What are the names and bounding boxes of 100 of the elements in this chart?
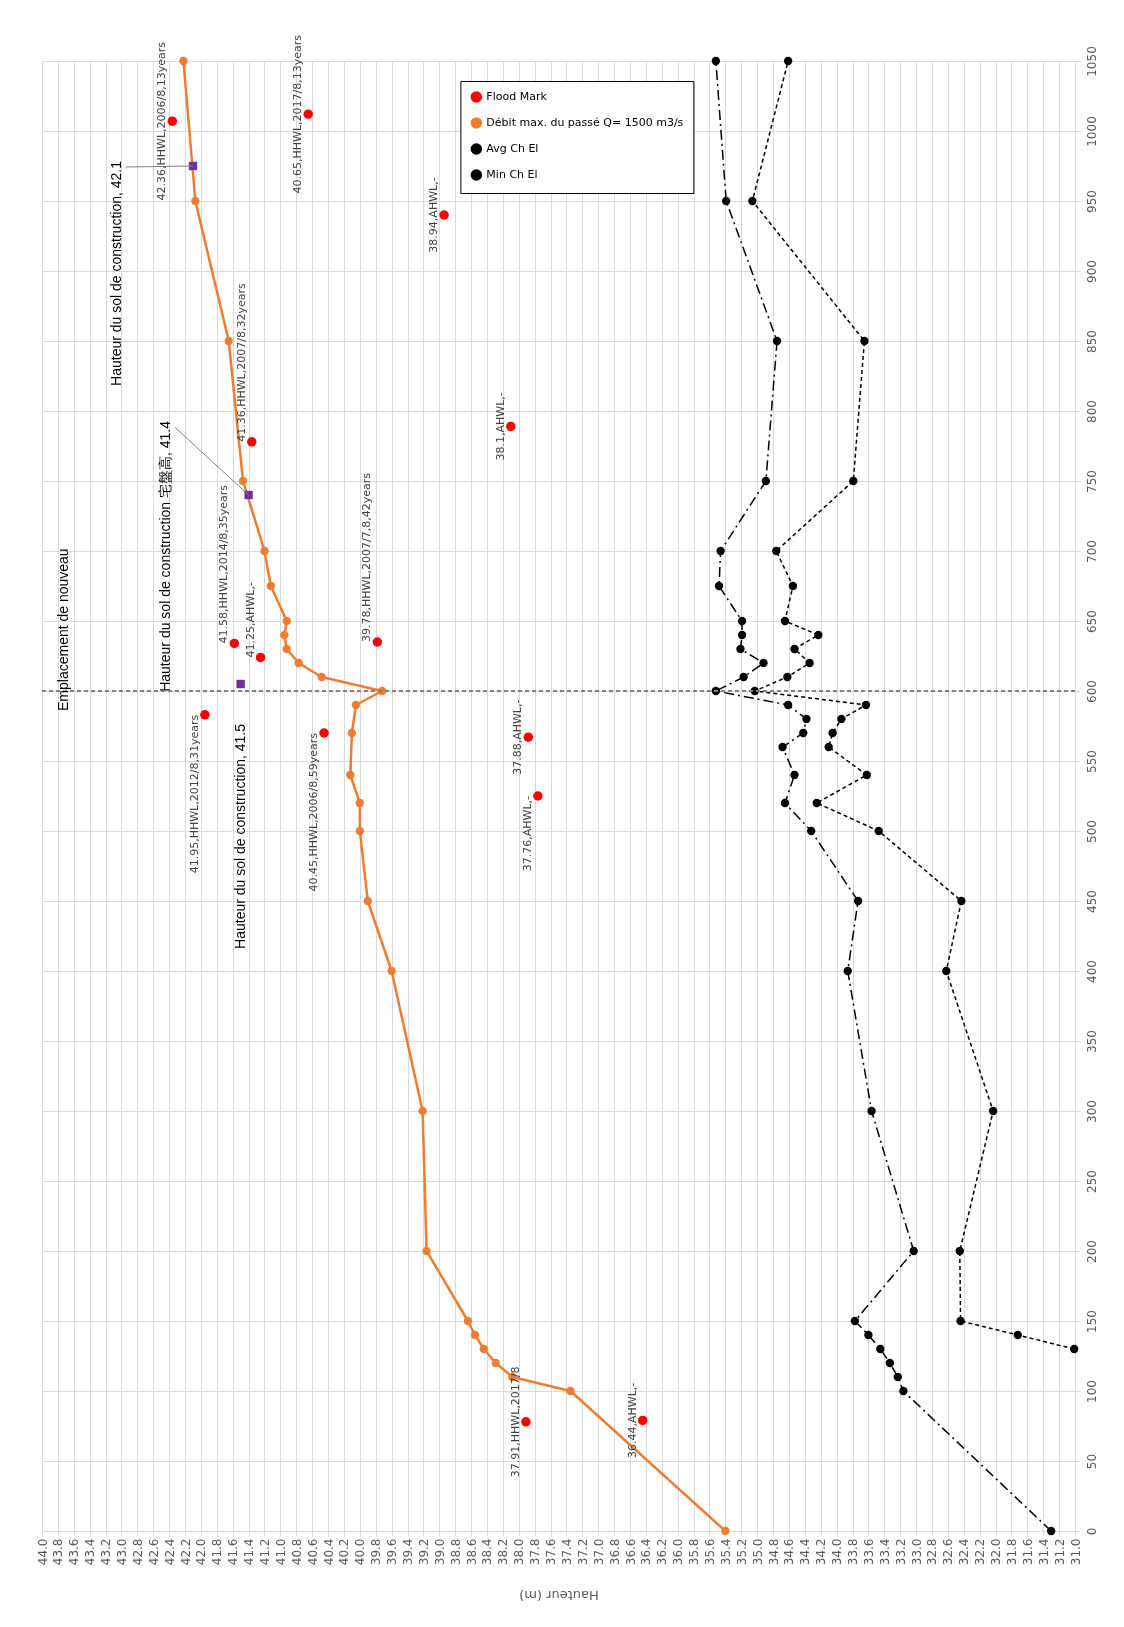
point xyxy=(860,336,869,346)
point xyxy=(893,1372,902,1382)
point xyxy=(737,616,747,626)
point xyxy=(864,1330,873,1340)
x-tick-label: 42.2 xyxy=(178,1538,193,1566)
x-tick-label: 39.4 xyxy=(401,1538,416,1566)
x-tick-label: 43.8 xyxy=(51,1538,66,1566)
point xyxy=(266,581,276,591)
point xyxy=(347,728,357,738)
legend-label: Min Ch El xyxy=(486,168,538,181)
point xyxy=(737,630,747,640)
y-tick-label: 200 xyxy=(1084,1240,1099,1263)
x-tick-label: 36.2 xyxy=(655,1538,670,1566)
y-tick-label: 450 xyxy=(1084,890,1099,913)
point xyxy=(812,798,821,808)
y-tick-label: 250 xyxy=(1084,1170,1099,1193)
annotation: Hauteur du sol de construction, 42.1 xyxy=(107,160,124,386)
y-tick-label: 400 xyxy=(1084,960,1099,983)
point xyxy=(479,1344,488,1354)
x-tick-label: 34.8 xyxy=(766,1538,781,1566)
point xyxy=(387,966,396,976)
annotation: 37.88,AHWL,- xyxy=(511,699,525,775)
point xyxy=(790,770,799,780)
point xyxy=(1070,1344,1079,1354)
annotation: 41.58,HHWL,2014/8,35years xyxy=(217,484,231,644)
point xyxy=(807,826,816,836)
x-tick-label: 35.2 xyxy=(734,1538,749,1566)
x-tick-label: 34.4 xyxy=(798,1538,813,1566)
annotation: 42.36,HHWL,2006/8,13years xyxy=(155,41,169,201)
point xyxy=(828,728,837,738)
point xyxy=(780,798,790,808)
x-tick-label: 36.0 xyxy=(671,1538,686,1566)
point xyxy=(1013,1330,1022,1340)
point xyxy=(282,644,291,654)
x-tick-label: 38.0 xyxy=(512,1538,527,1566)
point xyxy=(799,728,808,738)
y-tick-label: 350 xyxy=(1084,1030,1099,1053)
x-tick-label: 34.0 xyxy=(830,1538,845,1566)
annotation: 37.76,AHWL,- xyxy=(520,795,534,872)
point xyxy=(355,826,365,836)
point xyxy=(778,742,787,752)
point xyxy=(956,1316,965,1326)
point xyxy=(721,196,731,206)
point xyxy=(885,1358,895,1368)
point xyxy=(909,1246,918,1256)
x-tick-label: 38.2 xyxy=(496,1538,511,1566)
x-tick-label: 35.4 xyxy=(718,1538,733,1566)
point xyxy=(850,1316,860,1326)
point xyxy=(167,116,178,126)
x-tick-label: 39.2 xyxy=(416,1538,431,1566)
y-tick-label: 1050 xyxy=(1084,46,1099,77)
x-tick-label: 40.6 xyxy=(305,1538,320,1566)
x-tick-label: 33.4 xyxy=(877,1538,892,1566)
point xyxy=(491,1358,500,1368)
annotation: 38.1,AHWL,- xyxy=(493,392,507,461)
point xyxy=(899,1386,908,1396)
x-tick-label: 34.6 xyxy=(782,1538,797,1566)
annotation: 38.94,AHWL,- xyxy=(427,177,441,253)
point xyxy=(372,637,383,647)
point xyxy=(837,714,846,724)
x-tick-label: 32.8 xyxy=(925,1538,940,1566)
annotation: 41.95,HHWL,2012/8,31years xyxy=(187,714,201,874)
x-tick-label: 42.8 xyxy=(130,1538,145,1566)
y-tick-label: 900 xyxy=(1084,260,1099,283)
point xyxy=(805,658,814,668)
annotation: Hauteur du sol de construction, 41.5 xyxy=(231,723,248,949)
annotation: 37.91,HHWL,2017/8 xyxy=(508,1366,522,1478)
x-tick-label: 41.0 xyxy=(273,1538,288,1566)
x-tick-label: 31.2 xyxy=(1052,1538,1067,1566)
point xyxy=(861,700,871,710)
annotation: 41.25,AHWL,- xyxy=(243,582,257,658)
x-tick-label: 32.6 xyxy=(941,1538,956,1566)
point xyxy=(637,1415,648,1426)
annotation: Hauteur du sol de construction 宅盤高, 41.4 xyxy=(156,420,173,692)
legend-label: Flood Mark xyxy=(486,90,548,103)
point xyxy=(783,700,793,710)
x-tick-label: 42.4 xyxy=(162,1538,177,1566)
x-tick-label: 36.8 xyxy=(607,1538,622,1566)
point xyxy=(294,658,303,668)
point xyxy=(988,1106,998,1116)
y-tick-label: 1000 xyxy=(1084,116,1099,147)
x-tick-label: 37.8 xyxy=(528,1538,543,1566)
x-tick-label: 31.6 xyxy=(1020,1538,1035,1566)
point xyxy=(247,437,257,447)
point xyxy=(802,714,811,724)
point xyxy=(346,770,355,780)
point xyxy=(748,196,757,206)
point xyxy=(780,616,790,626)
y-tick-label: 650 xyxy=(1084,610,1099,633)
x-tick-label: 41.6 xyxy=(226,1538,241,1566)
annotation: 36.44,AHWL,- xyxy=(625,1382,639,1459)
point xyxy=(260,546,269,556)
point xyxy=(319,728,329,738)
point xyxy=(470,1330,480,1340)
point xyxy=(200,710,210,720)
x-tick-label: 43.6 xyxy=(67,1538,82,1566)
x-tick-label: 35.6 xyxy=(702,1538,717,1566)
point xyxy=(874,826,883,836)
annotation: 41.36,HHWL,2007/8,32years xyxy=(234,283,248,442)
point xyxy=(716,546,725,556)
